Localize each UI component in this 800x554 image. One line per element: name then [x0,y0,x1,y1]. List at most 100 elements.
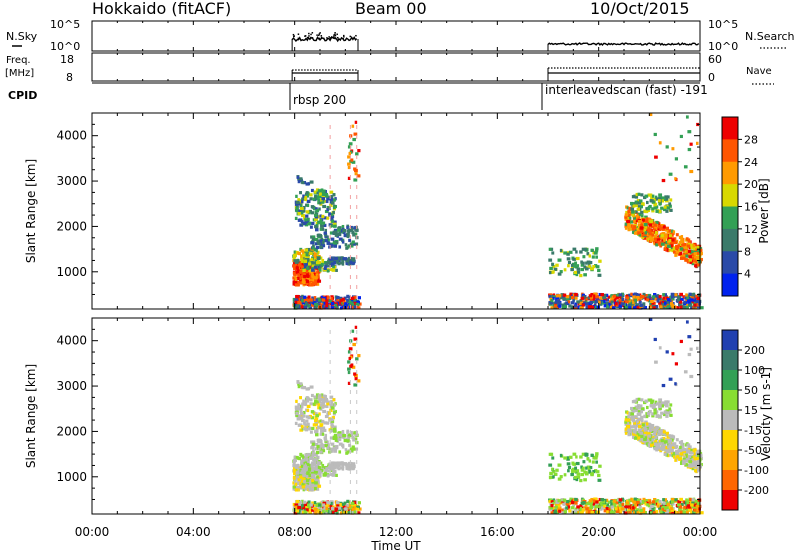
power-cell [295,262,298,266]
power-cell [693,247,696,251]
power-cell [661,300,666,305]
velocity-cell [576,505,580,509]
power-cell [640,210,644,214]
power-cell [313,257,316,262]
freq-tick-top: 18 [60,53,74,66]
power-cell [624,226,628,230]
power-cell [570,263,574,267]
power-cell [605,301,609,306]
power-cell [695,256,700,260]
power-cell [672,297,675,301]
power-cell [653,223,657,227]
velocity-cell [685,459,689,463]
power-cell [549,301,554,305]
velocity-cell [589,505,594,510]
velocity-cell [638,438,642,442]
velocity-cell [323,506,327,510]
velocity-cell [300,454,304,458]
velocity-cell [660,437,664,441]
power-cell [576,270,581,274]
velocity-cell [656,432,660,436]
power-cell [580,263,585,267]
velocity-cell [351,365,356,369]
velocity-cell [647,434,651,438]
velocity-cell [329,429,332,433]
power-cell [562,297,566,301]
power-cell [331,306,335,310]
nsearch-tick-top: 10^5 [708,18,738,31]
power-cell [557,258,560,262]
velocity-cell [651,412,654,416]
power-cell [317,300,320,304]
power-cell [645,217,649,221]
velocity-cell [345,464,350,468]
power-cell [347,299,352,303]
velocity-cell [677,500,682,504]
power-cell [551,251,555,255]
velocity-cell [295,467,298,471]
velocity-cell [311,478,315,483]
velocity-cell [574,466,578,470]
velocity-cell [649,437,652,441]
velocity-cell [295,399,298,403]
power-cell [594,300,598,304]
power-cell [693,255,697,259]
velocity-cell [649,507,653,511]
power-cell [303,180,307,185]
power-cell [335,306,339,310]
velocity-cell [681,461,686,465]
power-cell [693,301,697,305]
power-cell [600,293,605,297]
velocity-cell [606,503,610,507]
power-cell [606,298,610,302]
velocity-cell [299,428,304,432]
velocity-cell [327,443,330,447]
velocity-cell [319,450,323,454]
power-cell [313,281,317,286]
power-cell [595,265,600,269]
velocity-cell [318,406,322,410]
velocity-cell [355,357,359,361]
power-cell [300,257,304,261]
power-cell [311,264,316,268]
power-cell [664,235,668,239]
velocity-cell [324,469,328,473]
power-cell [318,234,323,238]
power-cell [567,264,570,268]
power-cell [324,228,328,233]
velocity-cell [346,499,350,503]
velocity-cell [350,432,354,436]
power-cell [329,243,334,247]
power-cell [685,254,689,258]
velocity-cell [315,433,319,437]
power-cell [305,303,309,307]
velocity-cell [318,412,321,416]
velocity-cell [635,419,639,423]
power-cell [316,242,320,246]
velocity-cell [294,488,299,492]
velocity-cell [624,420,628,424]
velocity-cell [677,449,681,453]
velocity-cell [340,506,344,510]
trace-point [326,37,328,39]
power-cell [550,295,554,299]
velocity-cell [584,452,587,456]
velocity-cell [636,404,641,408]
power-cell [336,257,341,261]
power-cell [293,306,298,310]
velocity-cell [674,362,679,366]
velocity-cell [308,511,313,515]
velocity-cell [696,456,699,460]
velocity-cell [639,434,644,438]
power-cell [682,305,687,309]
power-cell [637,228,641,232]
power-cell [647,299,651,303]
velocity-cell [689,347,693,351]
power-cell [349,225,353,230]
power-cell [643,209,646,213]
power-cell [609,305,613,309]
velocity-cell [306,452,311,457]
velocity-cell [691,458,695,462]
power-cell [351,305,355,310]
power-cell [631,210,635,214]
